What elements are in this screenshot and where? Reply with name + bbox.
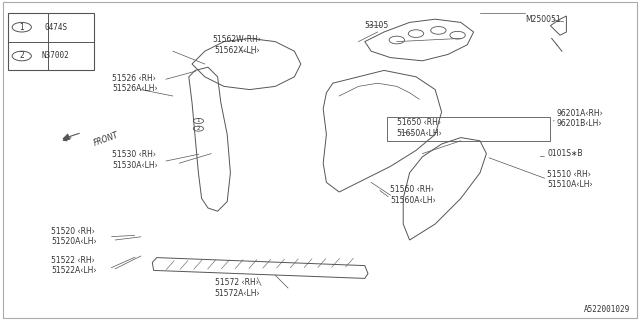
Text: 51520 ‹RH›
51520A‹LH›: 51520 ‹RH› 51520A‹LH› <box>51 227 97 246</box>
Text: 51562W‹RH›
51562X‹LH›: 51562W‹RH› 51562X‹LH› <box>212 35 261 54</box>
Text: 51650 ‹RH›
51650A‹LH›: 51650 ‹RH› 51650A‹LH› <box>397 118 442 138</box>
Text: 2: 2 <box>19 52 24 60</box>
Text: 0474S: 0474S <box>44 23 67 32</box>
Text: 51526 ‹RH›
51526A‹LH›: 51526 ‹RH› 51526A‹LH› <box>112 74 157 93</box>
Text: 51510 ‹RH›
51510A‹LH›: 51510 ‹RH› 51510A‹LH› <box>547 170 593 189</box>
Text: 96201A‹RH›
96201B‹LH›: 96201A‹RH› 96201B‹LH› <box>557 109 604 128</box>
Text: M250051: M250051 <box>525 15 561 24</box>
Text: FRONT: FRONT <box>93 131 120 148</box>
Text: 1: 1 <box>19 23 24 32</box>
Text: 53105: 53105 <box>365 21 389 30</box>
Text: 1: 1 <box>196 118 200 124</box>
Text: 51530 ‹RH›
51530A‹LH›: 51530 ‹RH› 51530A‹LH› <box>112 150 157 170</box>
FancyBboxPatch shape <box>8 13 94 70</box>
Text: 51560 ‹RH›
51560A‹LH›: 51560 ‹RH› 51560A‹LH› <box>390 186 436 205</box>
Text: N37002: N37002 <box>42 52 70 60</box>
Text: 51572 ‹RH›
51572A‹LH›: 51572 ‹RH› 51572A‹LH› <box>214 278 260 298</box>
Text: 2: 2 <box>196 126 200 131</box>
Text: A522001029: A522001029 <box>584 305 630 314</box>
Text: 51522 ‹RH›
51522A‹LH›: 51522 ‹RH› 51522A‹LH› <box>51 256 97 275</box>
Text: 0101S∗B: 0101S∗B <box>547 149 582 158</box>
